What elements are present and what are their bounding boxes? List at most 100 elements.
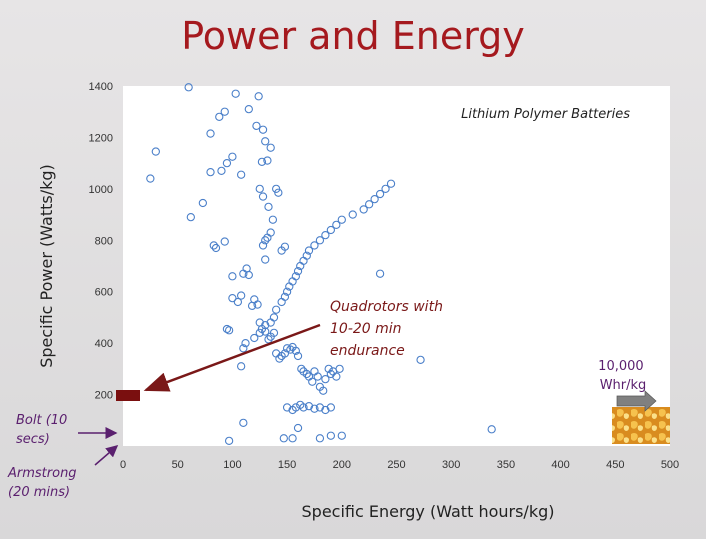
- data-point: [261, 327, 270, 336]
- y-tick-label: 200: [95, 390, 113, 402]
- y-tick-label: 600: [95, 287, 113, 299]
- data-point: [186, 212, 195, 222]
- data-point: [335, 364, 344, 374]
- data-point: [228, 152, 237, 161]
- data-point: [263, 156, 272, 165]
- data-point: [321, 230, 330, 240]
- data-point: [272, 305, 281, 314]
- x-tick-label: 450: [606, 459, 624, 471]
- data-point: [313, 372, 322, 381]
- slide-title: Power and Energy: [181, 14, 525, 58]
- data-point: [282, 403, 292, 412]
- data-point: [217, 166, 226, 176]
- data-point: [282, 287, 292, 296]
- armstrong-arrow: [94, 445, 119, 466]
- data-point: [386, 179, 396, 188]
- data-point: [359, 205, 368, 214]
- x-axis-ticks: 0 50 100 150 200 250 300 350 400 450 500: [120, 459, 679, 471]
- data-point: [253, 300, 262, 309]
- x-tick-label: 50: [172, 459, 184, 471]
- energy-density-label: 10,000 Whr/kg: [598, 359, 648, 393]
- data-point: [261, 137, 270, 146]
- data-point: [231, 89, 240, 98]
- x-tick-label: 400: [551, 459, 569, 471]
- bolt-marker: [116, 390, 140, 401]
- data-point: [239, 344, 248, 353]
- data-point: [255, 184, 264, 194]
- data-point: [319, 386, 328, 395]
- data-point: [266, 228, 275, 237]
- data-point: [220, 107, 229, 116]
- data-point: [269, 313, 279, 322]
- data-point: [304, 401, 314, 411]
- armstrong-label: Armstrong (20 mins): [7, 466, 81, 500]
- data-point: [261, 320, 270, 330]
- data-point: [280, 242, 290, 251]
- quadrotor-annotation: Quadrotors with 10-20 min endurance: [330, 299, 447, 359]
- y-tick-label: 1400: [89, 81, 113, 93]
- data-point: [220, 237, 229, 246]
- data-point: [275, 354, 284, 363]
- data-point: [326, 225, 336, 235]
- data-point: [264, 335, 273, 344]
- data-point: [239, 418, 248, 428]
- data-point: [264, 202, 273, 212]
- data-point: [321, 405, 330, 415]
- data-point: [269, 328, 279, 338]
- quadrotor-arrow: [143, 323, 321, 392]
- data-point: [315, 434, 325, 443]
- data-point: [274, 188, 283, 197]
- data-point: [315, 236, 325, 245]
- data-point: [224, 436, 234, 446]
- y-axis-ticks: 200 400 600 800 1000 1200 1400: [89, 81, 113, 402]
- data-point: [370, 194, 379, 204]
- x-tick-label: 300: [442, 459, 460, 471]
- data-point: [151, 147, 160, 156]
- x-tick-label: 100: [223, 459, 241, 471]
- data-point: [302, 369, 311, 379]
- data-point: [224, 326, 234, 335]
- data-point: [321, 374, 330, 384]
- data-point: [381, 184, 390, 194]
- data-point: [209, 241, 218, 250]
- data-point: [487, 425, 496, 434]
- plot-area: [123, 86, 670, 446]
- data-point: [258, 125, 268, 134]
- data-point: [291, 272, 301, 281]
- data-point: [211, 243, 221, 253]
- y-tick-label: 1000: [89, 184, 113, 196]
- data-point: [206, 129, 215, 138]
- data-point: [315, 403, 325, 412]
- data-point: [324, 364, 333, 374]
- scatter-points: [146, 83, 496, 446]
- data-point: [299, 403, 308, 412]
- data-point: [261, 236, 270, 245]
- data-point: [206, 167, 215, 177]
- data-point: [258, 192, 268, 201]
- data-point: [293, 266, 303, 276]
- data-point: [308, 377, 317, 386]
- fat-image: [612, 407, 670, 444]
- data-point: [348, 210, 357, 219]
- data-point: [237, 291, 246, 300]
- data-point: [258, 241, 268, 250]
- data-point: [237, 362, 246, 371]
- data-point: [241, 338, 250, 348]
- data-point: [297, 364, 306, 374]
- data-point: [146, 174, 155, 183]
- data-point: [244, 104, 253, 114]
- data-point: [280, 349, 290, 358]
- right-arrow-icon: [616, 390, 657, 412]
- x-tick-label: 250: [387, 459, 405, 471]
- data-point: [326, 431, 336, 440]
- data-point: [228, 293, 237, 303]
- data-point: [375, 189, 385, 199]
- inset-label: Lithium Polymer Batteries: [461, 107, 630, 122]
- data-point: [288, 434, 297, 443]
- x-tick-label: 150: [278, 459, 296, 471]
- data-point: [337, 215, 346, 224]
- data-point: [268, 215, 278, 224]
- data-point: [293, 351, 303, 361]
- data-point: [326, 369, 336, 379]
